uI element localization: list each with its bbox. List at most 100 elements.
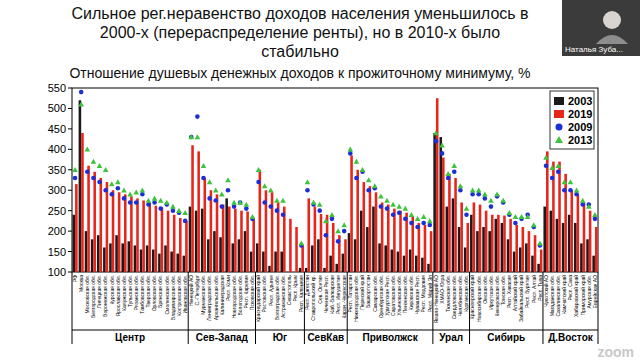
category-label: Респ. Карелия <box>243 275 249 309</box>
category-label: Тюменская обл. <box>445 275 451 312</box>
triangle-marker <box>158 198 164 203</box>
triangle-marker <box>244 202 250 207</box>
triangle-marker <box>574 187 580 192</box>
legend-label: 2003 <box>568 95 592 107</box>
triangle-marker <box>323 218 329 223</box>
y-tick <box>68 272 72 273</box>
bar <box>476 231 479 272</box>
bar <box>454 178 457 272</box>
group-separator <box>432 272 433 344</box>
bar <box>314 207 317 272</box>
bar <box>446 207 449 272</box>
bar <box>375 192 378 272</box>
bar <box>142 200 145 272</box>
y-tick-label: 550 <box>48 82 66 94</box>
legend-label: 2013 <box>568 134 592 146</box>
triangle-marker <box>72 167 78 172</box>
category-label: Москва <box>78 275 84 292</box>
y-tick <box>68 210 72 211</box>
circle-marker <box>207 196 212 201</box>
circle-marker <box>544 163 549 168</box>
category-label: Ненецкий АО <box>188 275 194 306</box>
category-label: Астраханская обл. <box>280 275 286 318</box>
triangle-marker <box>268 187 274 192</box>
bar <box>301 245 304 272</box>
circle-marker <box>158 206 163 211</box>
bar <box>240 211 243 272</box>
circle-marker <box>330 217 335 222</box>
triangle-marker <box>525 214 531 219</box>
category-label: Севастополь <box>286 275 292 306</box>
category-label: С.-Петербург <box>194 275 200 306</box>
category-label: Респ. Крым <box>292 274 298 301</box>
circle-marker <box>226 188 231 193</box>
triangle-marker <box>482 192 488 197</box>
category-label: Белгородская обл. <box>90 275 96 318</box>
bar <box>121 243 124 272</box>
bar <box>307 198 310 272</box>
circle-marker <box>152 200 157 205</box>
circle-marker <box>366 188 371 193</box>
bar <box>109 243 112 272</box>
bar <box>87 166 90 272</box>
bar <box>161 207 164 272</box>
triangle-marker <box>476 187 482 192</box>
triangle-marker <box>555 163 561 168</box>
circle-marker <box>73 176 78 181</box>
bar <box>93 172 96 272</box>
category-label: Респ. Коми <box>225 275 231 301</box>
category-label: Респ. Тыва <box>537 275 543 301</box>
category-label: Новгородская обл. <box>231 275 237 318</box>
triangle-marker <box>360 167 366 172</box>
circle-marker <box>103 188 108 193</box>
bar <box>305 268 308 272</box>
bar <box>467 223 470 272</box>
category-label: Ульяновская обл. <box>396 275 402 316</box>
circle-marker <box>568 188 573 193</box>
category-label: Кировская обл. <box>408 275 414 310</box>
circle-marker <box>409 221 414 226</box>
bar <box>250 252 253 272</box>
bar <box>589 211 592 272</box>
bar <box>317 239 320 272</box>
y-tick <box>68 149 72 150</box>
bar <box>311 245 314 272</box>
category-label: Орловская обл. <box>151 275 157 311</box>
legend-swatch <box>554 97 564 105</box>
bar <box>570 190 573 272</box>
triangle-marker <box>195 134 201 139</box>
bar <box>409 250 412 272</box>
triangle-marker <box>109 181 115 186</box>
bar <box>439 137 442 272</box>
bar <box>479 205 482 272</box>
triangle-marker <box>586 204 592 209</box>
category-label: Калужская обл. <box>121 275 127 311</box>
triangle-marker <box>500 198 506 203</box>
circle-marker <box>183 219 188 224</box>
bar <box>513 252 516 272</box>
triangle-marker <box>299 241 305 246</box>
circle-marker <box>562 188 567 193</box>
circle-marker <box>470 192 475 197</box>
triangle-marker <box>568 179 574 184</box>
triangle-marker <box>133 189 139 194</box>
bar <box>460 202 463 272</box>
bar <box>356 170 359 272</box>
category-label: ХМАО-Югра <box>439 275 445 304</box>
triangle-marker <box>256 167 262 172</box>
bar <box>397 252 400 272</box>
category-label: Пермский край <box>359 275 365 310</box>
bar <box>586 239 589 272</box>
triangle-marker <box>433 130 439 135</box>
category-label: Воронежская обл. <box>102 275 108 317</box>
category-label: Кемеровская обл. <box>494 275 500 316</box>
category-label: Чувашская Респ. <box>414 275 420 314</box>
legend-swatch <box>556 124 563 131</box>
bar <box>418 223 421 272</box>
category-label: Сахалинская обл. <box>555 275 561 317</box>
title: Сильное рег.неравенство доходов населени… <box>71 5 528 22</box>
category-label: Томская обл. <box>500 275 506 305</box>
circle-marker <box>513 221 518 226</box>
triangle-marker <box>182 210 188 215</box>
bar <box>592 256 595 272</box>
